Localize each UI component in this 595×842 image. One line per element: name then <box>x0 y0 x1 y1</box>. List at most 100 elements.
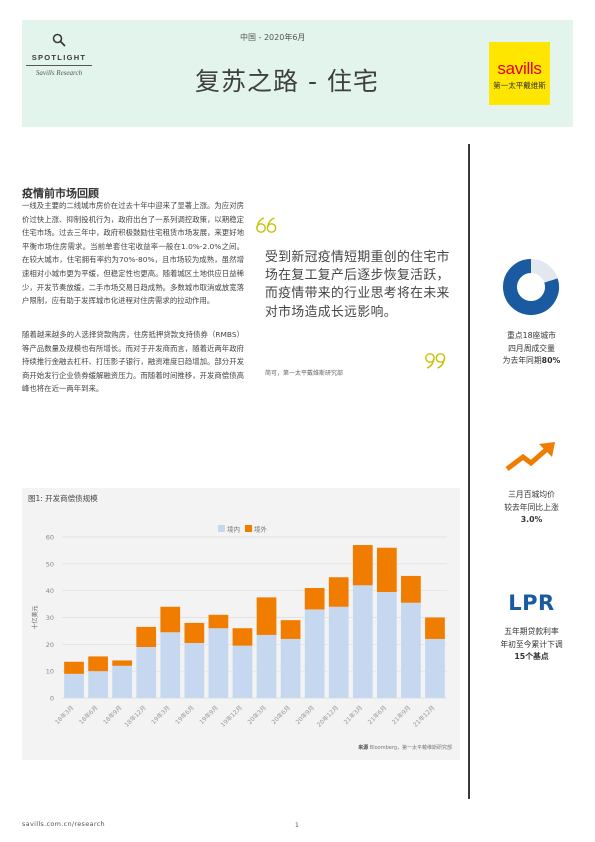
stat-lpr-line2: 年初至今累计下调 <box>500 639 563 649</box>
stat-volume-line2: 四月周成交量 <box>508 343 555 353</box>
page-number: 1 <box>295 822 299 829</box>
lpr-label: LPR <box>508 591 555 615</box>
bar-domestic <box>64 673 84 698</box>
x-tick-label: 19年12月 <box>219 704 244 729</box>
bar-domestic <box>184 642 205 698</box>
savills-logo: savills 第一太平戴维斯 <box>489 42 550 105</box>
stat-lpr-line3: 15个基点 <box>472 651 591 664</box>
chart-title: 图1: 开发商偿债规模 <box>28 494 98 503</box>
chart-panel: 图1: 开发商偿债规模 0 10 20 30 40 50 60 十亿美元 境内 境外 18年3月 18… <box>22 488 460 760</box>
donut-arc <box>503 259 559 315</box>
body-paragraph-1: 一线及主要的二线城市房价在过去十年中迎来了显著上涨。为应对房价过快上涨、抑制投机… <box>22 201 244 306</box>
logo-chinese-name: 第一太平戴维斯 <box>493 81 546 90</box>
x-tick-label: 20年9月 <box>294 704 316 726</box>
spotlight-divider <box>26 65 92 66</box>
legend-swatch <box>245 525 252 532</box>
y-tick-label: 0 <box>50 695 54 703</box>
stat-lpr: 五年期贷款利率 年初至今累计下调 15个基点 <box>472 626 591 664</box>
x-tick-label: 18年3月 <box>53 704 75 726</box>
bar-offshore <box>376 547 397 593</box>
bar-offshore <box>184 622 205 643</box>
open-quote-icon <box>256 217 277 233</box>
x-tick-label: 19年6月 <box>174 704 196 726</box>
body-paragraph-2: 随着越来越多的人选择贷款购房，住房抵押贷款支持债券（RMBS）等产品数量及规模也… <box>22 330 244 394</box>
bar-offshore <box>256 597 277 635</box>
bar-domestic <box>280 638 301 698</box>
stat-price-line3: 3.0% <box>472 514 591 527</box>
y-axis-label: 十亿美元 <box>31 605 39 629</box>
bar-offshore <box>88 656 108 672</box>
chart-source-text: Bloomberg，第一太平戴维斯研究部 <box>369 745 452 751</box>
stat-lpr-value: 15个基点 <box>514 652 549 661</box>
bar-domestic <box>160 632 181 698</box>
x-tick-label: 18年12月 <box>123 704 148 729</box>
x-tick-label: 21年9月 <box>390 704 412 726</box>
bar-offshore <box>304 587 325 610</box>
stat-volume-line1: 重点18座城市 <box>507 331 556 340</box>
chart-source: 来源 Bloomberg，第一太平戴维斯研究部 <box>358 744 452 751</box>
quote-source: 简可，第一太平戴维斯研究部 <box>265 370 344 377</box>
x-tick-label: 20年3月 <box>246 704 268 726</box>
x-tick-label: 21年12月 <box>411 704 436 729</box>
sidebar-divider <box>468 144 470 799</box>
spotlight-badge: SPOTLIGHT Savills Research <box>24 33 94 77</box>
pull-quote: 受到新冠疫情短期重创的住宅市场在复工复产后逐步恢复活跃，而疫情带来的行业思考将在… <box>265 250 450 320</box>
x-tick-label: 18年9月 <box>101 704 123 726</box>
x-tick-label: 20年6月 <box>270 704 292 726</box>
y-tick-label: 40 <box>46 587 54 595</box>
y-tick-label: 60 <box>46 534 54 542</box>
x-tick-label: 21年3月 <box>342 704 364 726</box>
bar-offshore <box>64 661 84 674</box>
bar-domestic <box>352 585 373 698</box>
bar-chart: 0 10 20 30 40 50 60 十亿美元 境内 境外 18年3月 18年6月 18年9月 18年1… <box>31 525 447 729</box>
legend-swatch <box>218 525 225 532</box>
logo-brand: savills <box>497 59 542 78</box>
bar-offshore <box>352 545 373 586</box>
stat-volume-line3: 为去年同期80% <box>472 355 591 368</box>
legend-label: 境外 <box>254 525 268 534</box>
bar-offshore <box>425 617 445 639</box>
bar-domestic <box>88 671 108 698</box>
x-tick-label: 18年6月 <box>77 704 99 726</box>
bar-domestic <box>112 665 133 698</box>
x-tick-label: 21年6月 <box>366 704 388 726</box>
bar-domestic <box>328 606 349 698</box>
footer-url[interactable]: savills.com.cn/research <box>22 820 105 828</box>
y-tick-label: 20 <box>46 641 54 649</box>
bar-domestic <box>425 638 445 698</box>
donut-chart-icon <box>503 259 559 315</box>
chart-source-label: 来源 <box>358 745 369 751</box>
bar-domestic <box>256 634 277 698</box>
spotlight-word: SPOTLIGHT <box>31 53 87 62</box>
bar-domestic <box>376 592 397 698</box>
bar-offshore <box>232 628 253 646</box>
y-tick-label: 30 <box>46 614 54 622</box>
x-tick-label: 19年9月 <box>198 704 220 726</box>
bar-domestic <box>304 609 325 698</box>
header-banner <box>22 20 573 127</box>
magnifier-icon <box>52 33 66 47</box>
report-date: 中国 - 2020年6月 <box>240 33 306 42</box>
bar-offshore <box>280 620 301 639</box>
stat-price-value: 3.0% <box>520 515 543 524</box>
section-title: 疫情前市场回顾 <box>22 187 99 200</box>
x-tick-label: 20年12月 <box>315 704 340 729</box>
y-tick-label: 10 <box>46 668 54 676</box>
stat-volume: 重点18座城市 四月周成交量 为去年同期80% <box>472 330 591 368</box>
bar-offshore <box>160 606 181 633</box>
bar-domestic <box>208 628 229 698</box>
bar-offshore <box>136 626 157 648</box>
bar-offshore <box>112 660 133 666</box>
bar-domestic <box>136 647 157 698</box>
trend-up-arrow-icon <box>505 442 555 471</box>
bar-offshore <box>328 577 349 607</box>
bar-domestic <box>232 645 253 698</box>
stat-lpr-line1: 五年期贷款利率 <box>504 627 559 636</box>
page-title: 复苏之路 - 住宅 <box>195 67 379 96</box>
bar-domestic <box>401 602 421 698</box>
stat-volume-value: 80% <box>541 356 561 365</box>
stat-volume-prefix: 为去年同期 <box>502 356 542 365</box>
close-quote-icon <box>425 353 446 369</box>
y-tick-label: 50 <box>46 560 54 568</box>
x-tick-label: 19年3月 <box>149 704 171 726</box>
